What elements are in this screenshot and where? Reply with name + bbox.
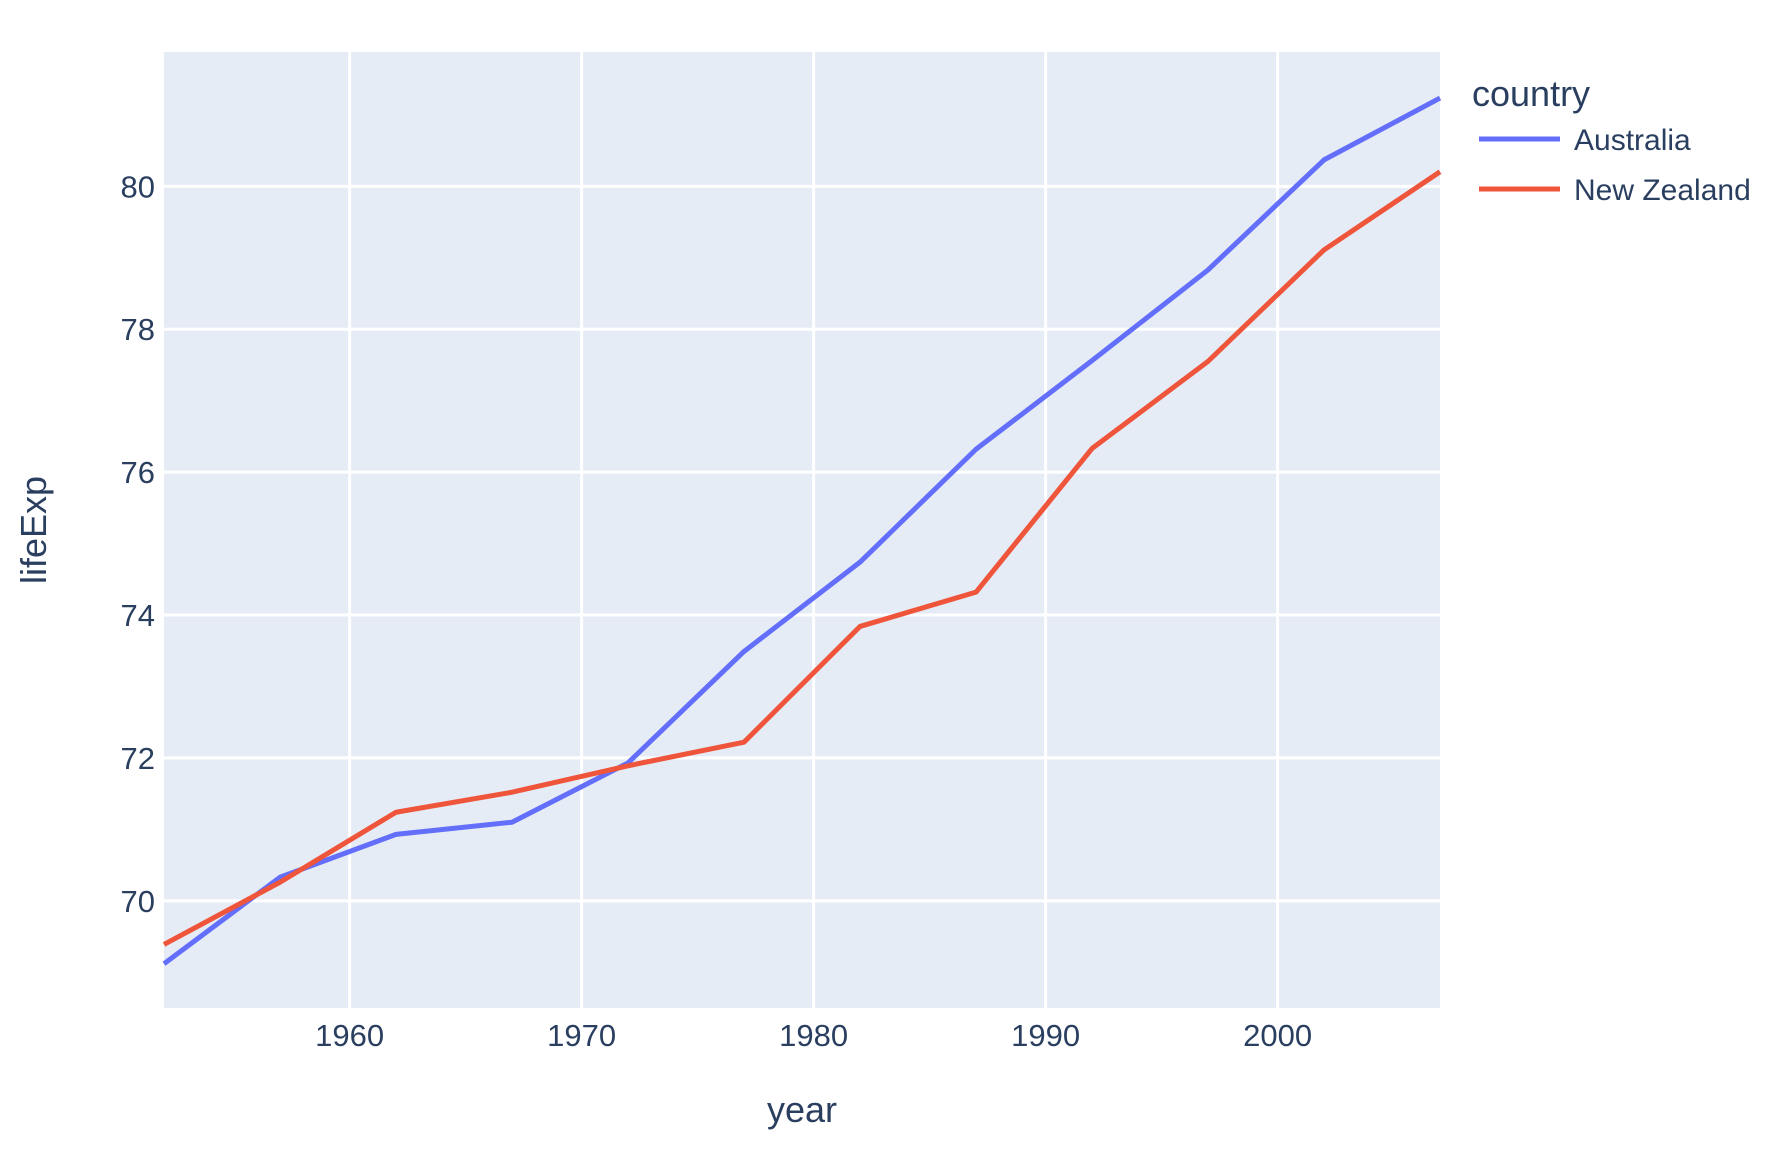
y-tick-label: 78 [121, 312, 155, 347]
series-line-australia[interactable] [162, 95, 1442, 966]
legend-item-new-zealand[interactable]: New Zealand [1479, 174, 1751, 207]
series-line-new-zealand[interactable] [162, 169, 1442, 947]
x-tick-label: 1990 [1011, 1018, 1080, 1053]
x-axis-tick-labels: 1960 1970 1980 1990 2000 [315, 1018, 1312, 1053]
legend-title: country [1472, 73, 1590, 114]
y-tick-label: 74 [121, 598, 155, 633]
legend-label-australia: Australia [1574, 124, 1691, 157]
x-tick-label: 1960 [315, 1018, 384, 1053]
x-tick-label: 2000 [1243, 1018, 1312, 1053]
gridlines [164, 52, 1440, 1008]
y-tick-label: 72 [121, 741, 155, 776]
x-tick-label: 1980 [779, 1018, 848, 1053]
y-axis-tick-labels: 70 72 74 76 78 80 [121, 169, 155, 918]
y-tick-label: 70 [121, 884, 155, 919]
y-tick-label: 76 [121, 455, 155, 490]
plot-area[interactable] [164, 52, 1440, 1008]
y-tick-label: 80 [121, 169, 155, 204]
x-axis-title: year [767, 1089, 837, 1130]
legend-item-australia[interactable]: Australia [1479, 124, 1691, 157]
series-lines [162, 95, 1442, 966]
legend-label-new-zealand: New Zealand [1574, 174, 1751, 207]
legend: country Australia New Zealand [1472, 73, 1751, 207]
y-axis-title: lifeExp [13, 476, 54, 584]
x-tick-label: 1970 [547, 1018, 616, 1053]
